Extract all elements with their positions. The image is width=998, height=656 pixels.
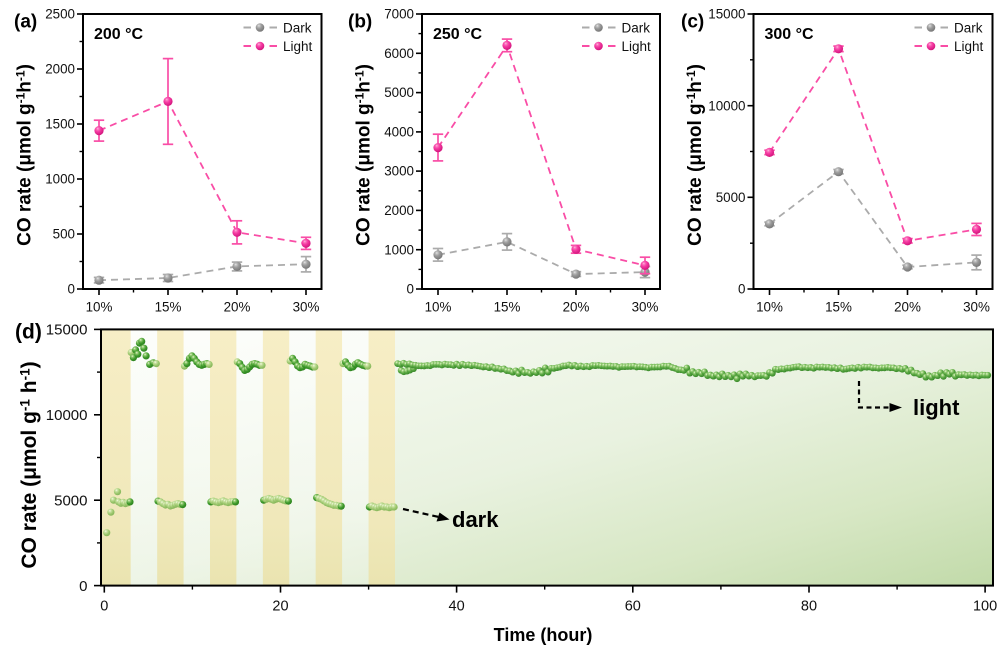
svg-text:light: light (913, 395, 960, 420)
svg-text:1500: 1500 (45, 117, 75, 132)
svg-text:6000: 6000 (384, 46, 414, 61)
svg-text:10%: 10% (756, 300, 783, 315)
svg-text:30%: 30% (963, 300, 990, 315)
svg-text:10000: 10000 (708, 98, 745, 113)
svg-text:15%: 15% (494, 300, 521, 315)
svg-text:20%: 20% (224, 300, 251, 315)
svg-text:CO rate (μmol g-1h-1): CO rate (μmol g-1h-1) (684, 64, 706, 246)
svg-text:200 °C: 200 °C (94, 26, 144, 43)
svg-text:80: 80 (801, 599, 817, 615)
svg-text:2500: 2500 (45, 7, 75, 22)
svg-text:15000: 15000 (46, 322, 88, 339)
svg-text:15000: 15000 (708, 7, 745, 22)
svg-text:Light: Light (622, 39, 652, 54)
svg-text:CO rate (μmol g-1h-1): CO rate (μmol g-1h-1) (14, 64, 36, 246)
svg-text:250 °C: 250 °C (433, 26, 483, 43)
svg-text:CO rate (μmol g-1h-1): CO rate (μmol g-1h-1) (353, 64, 375, 246)
svg-text:30%: 30% (632, 300, 659, 315)
svg-text:40: 40 (449, 599, 465, 615)
svg-text:2000: 2000 (384, 203, 414, 218)
svg-text:(a): (a) (14, 12, 37, 33)
svg-text:0: 0 (738, 282, 745, 297)
svg-text:15%: 15% (825, 300, 852, 315)
svg-text:(d): (d) (15, 321, 42, 344)
svg-text:60: 60 (625, 599, 641, 615)
svg-text:5000: 5000 (716, 190, 746, 205)
svg-text:(b): (b) (348, 12, 372, 33)
svg-text:Time (hour): Time (hour) (494, 625, 593, 645)
svg-text:1000: 1000 (45, 172, 75, 187)
svg-text:20%: 20% (563, 300, 590, 315)
svg-text:300 °C: 300 °C (765, 26, 815, 43)
svg-text:Dark: Dark (954, 20, 983, 35)
svg-text:4000: 4000 (384, 125, 414, 140)
svg-text:1000: 1000 (384, 242, 414, 257)
svg-text:(c): (c) (681, 12, 704, 33)
svg-text:20: 20 (272, 599, 288, 615)
svg-text:2000: 2000 (45, 62, 75, 77)
svg-text:Dark: Dark (622, 20, 651, 35)
svg-text:0: 0 (407, 282, 414, 297)
svg-text:Dark: Dark (283, 20, 312, 35)
svg-text:10000: 10000 (46, 407, 88, 424)
svg-text:7000: 7000 (384, 7, 414, 22)
svg-text:30%: 30% (293, 300, 320, 315)
svg-text:500: 500 (53, 227, 75, 242)
svg-text:15%: 15% (155, 300, 182, 315)
svg-text:0: 0 (68, 282, 75, 297)
svg-text:100: 100 (973, 599, 997, 615)
svg-text:Light: Light (954, 39, 984, 54)
svg-text:10%: 10% (425, 300, 452, 315)
svg-text:Light: Light (283, 39, 313, 54)
svg-text:0: 0 (79, 578, 87, 595)
svg-text:10%: 10% (86, 300, 113, 315)
svg-text:dark: dark (452, 507, 499, 532)
svg-text:0: 0 (100, 599, 108, 615)
svg-text:5000: 5000 (384, 85, 414, 100)
svg-text:20%: 20% (894, 300, 921, 315)
svg-text:3000: 3000 (384, 164, 414, 179)
svg-text:5000: 5000 (54, 492, 87, 509)
svg-text:CO rate (μmol g-1 h-1): CO rate (μmol g-1 h-1) (18, 361, 42, 568)
